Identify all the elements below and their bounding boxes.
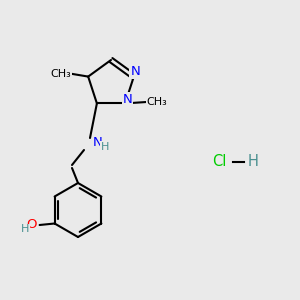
Text: CH₃: CH₃ (147, 97, 168, 107)
Text: H: H (101, 142, 109, 152)
Text: CH₃: CH₃ (50, 69, 71, 79)
Text: N: N (93, 136, 102, 149)
Text: O: O (26, 218, 37, 232)
Text: H: H (248, 154, 259, 169)
Text: Cl: Cl (212, 154, 226, 169)
Text: N: N (130, 65, 140, 78)
Text: H: H (21, 224, 29, 235)
Text: N: N (123, 93, 132, 106)
